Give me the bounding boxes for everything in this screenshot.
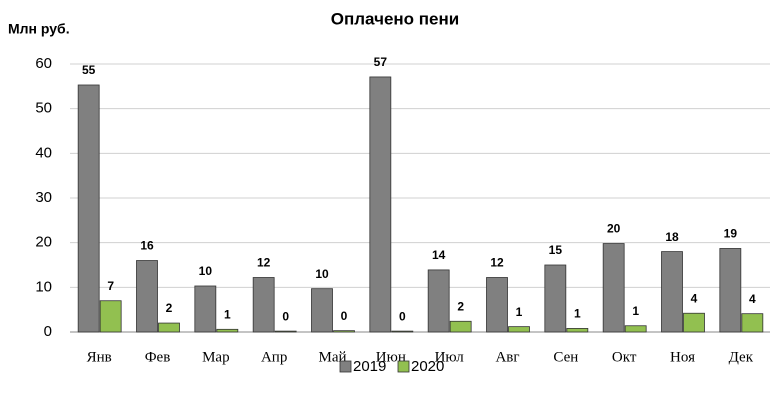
legend-swatch: [339, 360, 352, 373]
data-label: 20: [607, 222, 621, 236]
y-tick-label: 50: [35, 100, 52, 117]
bar: [391, 330, 414, 333]
x-tick-label: Дек: [729, 349, 754, 365]
bar: [99, 300, 122, 333]
data-label: 1: [632, 304, 639, 318]
data-label: 12: [257, 256, 271, 270]
bar: [624, 325, 647, 333]
x-tick-label: Июл: [435, 349, 465, 365]
bar: [661, 251, 683, 333]
data-label: 4: [749, 292, 756, 306]
x-tick-label: Янв: [87, 349, 112, 365]
chart-title: Оплачено пени: [331, 9, 459, 28]
bar: [544, 264, 567, 333]
data-label: 0: [399, 309, 406, 323]
bar: [311, 288, 333, 333]
x-tick-label: Ноя: [670, 349, 695, 365]
data-label: 2: [166, 301, 173, 315]
bar: [508, 326, 530, 333]
data-label: 10: [315, 267, 329, 281]
bar: [427, 269, 450, 333]
data-label: 18: [665, 230, 679, 244]
data-label: 16: [140, 239, 154, 253]
legend-label: 2020: [411, 358, 444, 375]
data-label: 10: [199, 264, 213, 278]
data-label: 57: [374, 55, 388, 69]
x-tick-label: Окт: [612, 349, 637, 365]
x-tick-label: Фев: [145, 349, 171, 365]
data-label: 14: [432, 248, 446, 262]
legend-swatch: [397, 360, 410, 373]
bar: [486, 277, 508, 333]
x-tick-label: Сен: [553, 349, 578, 365]
y-tick-label: 60: [35, 55, 52, 72]
bar: [683, 312, 705, 333]
data-label: 4: [691, 291, 698, 305]
x-tick-label: Мар: [202, 349, 230, 365]
bar: [194, 285, 217, 333]
legend-label: 2019: [353, 358, 386, 375]
data-label: 1: [224, 307, 231, 321]
data-label: 2: [457, 299, 464, 313]
y-tick-label: 0: [44, 323, 52, 340]
bar: [741, 313, 764, 333]
data-label: 7: [107, 279, 114, 293]
bar: [449, 320, 472, 333]
bar: [158, 322, 180, 333]
bar: [216, 328, 239, 333]
y-axis-label: Млн руб.: [8, 21, 70, 37]
y-tick-label: 10: [35, 278, 52, 295]
bar: [369, 76, 392, 333]
x-tick-label: Апр: [261, 349, 287, 365]
data-label: 12: [490, 256, 504, 270]
bar: [602, 243, 625, 333]
bar: [719, 248, 742, 333]
x-tick-label: Авг: [495, 349, 519, 365]
bar: [333, 330, 355, 333]
data-label: 15: [549, 243, 563, 257]
y-tick-label: 30: [35, 189, 52, 206]
y-tick-label: 40: [35, 144, 52, 161]
y-tick-label: 20: [35, 234, 52, 251]
bar: [274, 330, 297, 333]
data-label: 0: [341, 309, 348, 323]
data-label: 55: [82, 63, 96, 77]
data-label: 1: [516, 305, 523, 319]
data-label: 0: [282, 309, 289, 323]
bar: [77, 84, 100, 333]
x-tick-label: Май: [318, 349, 346, 365]
bar: [252, 277, 275, 333]
data-label: 19: [724, 227, 738, 241]
bar: [136, 260, 158, 333]
data-label: 1: [574, 307, 581, 321]
bar: [566, 328, 589, 333]
